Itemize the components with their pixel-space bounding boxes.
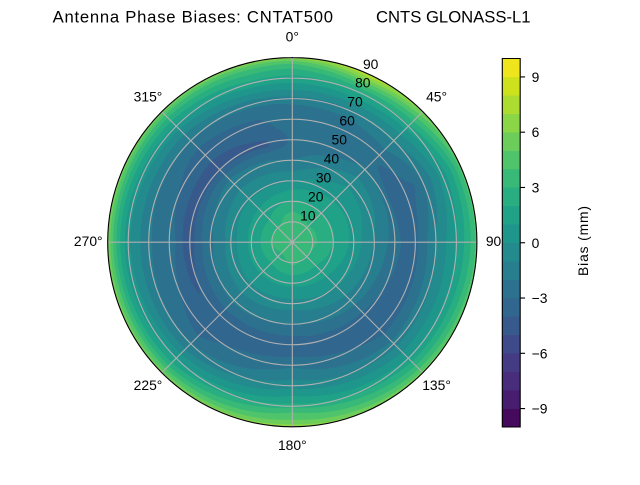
- svg-text:30: 30: [316, 169, 332, 185]
- svg-text:45°: 45°: [426, 89, 447, 105]
- svg-text:−6: −6: [532, 345, 548, 361]
- svg-text:315°: 315°: [134, 89, 163, 105]
- svg-text:Antenna Phase Biases: CNTAT500: Antenna Phase Biases: CNTAT500: [53, 8, 333, 27]
- svg-text:270°: 270°: [74, 233, 103, 249]
- svg-text:CNTS GLONASS-L1: CNTS GLONASS-L1: [376, 8, 531, 27]
- svg-text:9: 9: [532, 69, 540, 85]
- svg-text:80: 80: [355, 75, 371, 91]
- svg-text:−9: −9: [532, 401, 548, 417]
- svg-text:−3: −3: [532, 290, 548, 306]
- svg-text:0: 0: [532, 235, 540, 251]
- svg-text:40: 40: [324, 151, 340, 167]
- svg-text:10: 10: [300, 207, 316, 223]
- svg-text:60: 60: [339, 113, 355, 129]
- svg-text:135°: 135°: [422, 377, 451, 393]
- svg-text:20: 20: [308, 188, 324, 204]
- svg-text:6: 6: [532, 124, 540, 140]
- svg-text:225°: 225°: [134, 377, 163, 393]
- svg-text:90: 90: [363, 56, 379, 72]
- svg-text:180°: 180°: [278, 437, 307, 453]
- svg-text:90°: 90°: [486, 233, 507, 249]
- svg-text:Bias (mm): Bias (mm): [575, 206, 591, 276]
- svg-text:50: 50: [332, 132, 348, 148]
- svg-text:70: 70: [347, 94, 363, 110]
- svg-text:3: 3: [532, 180, 540, 196]
- svg-text:0°: 0°: [286, 29, 299, 45]
